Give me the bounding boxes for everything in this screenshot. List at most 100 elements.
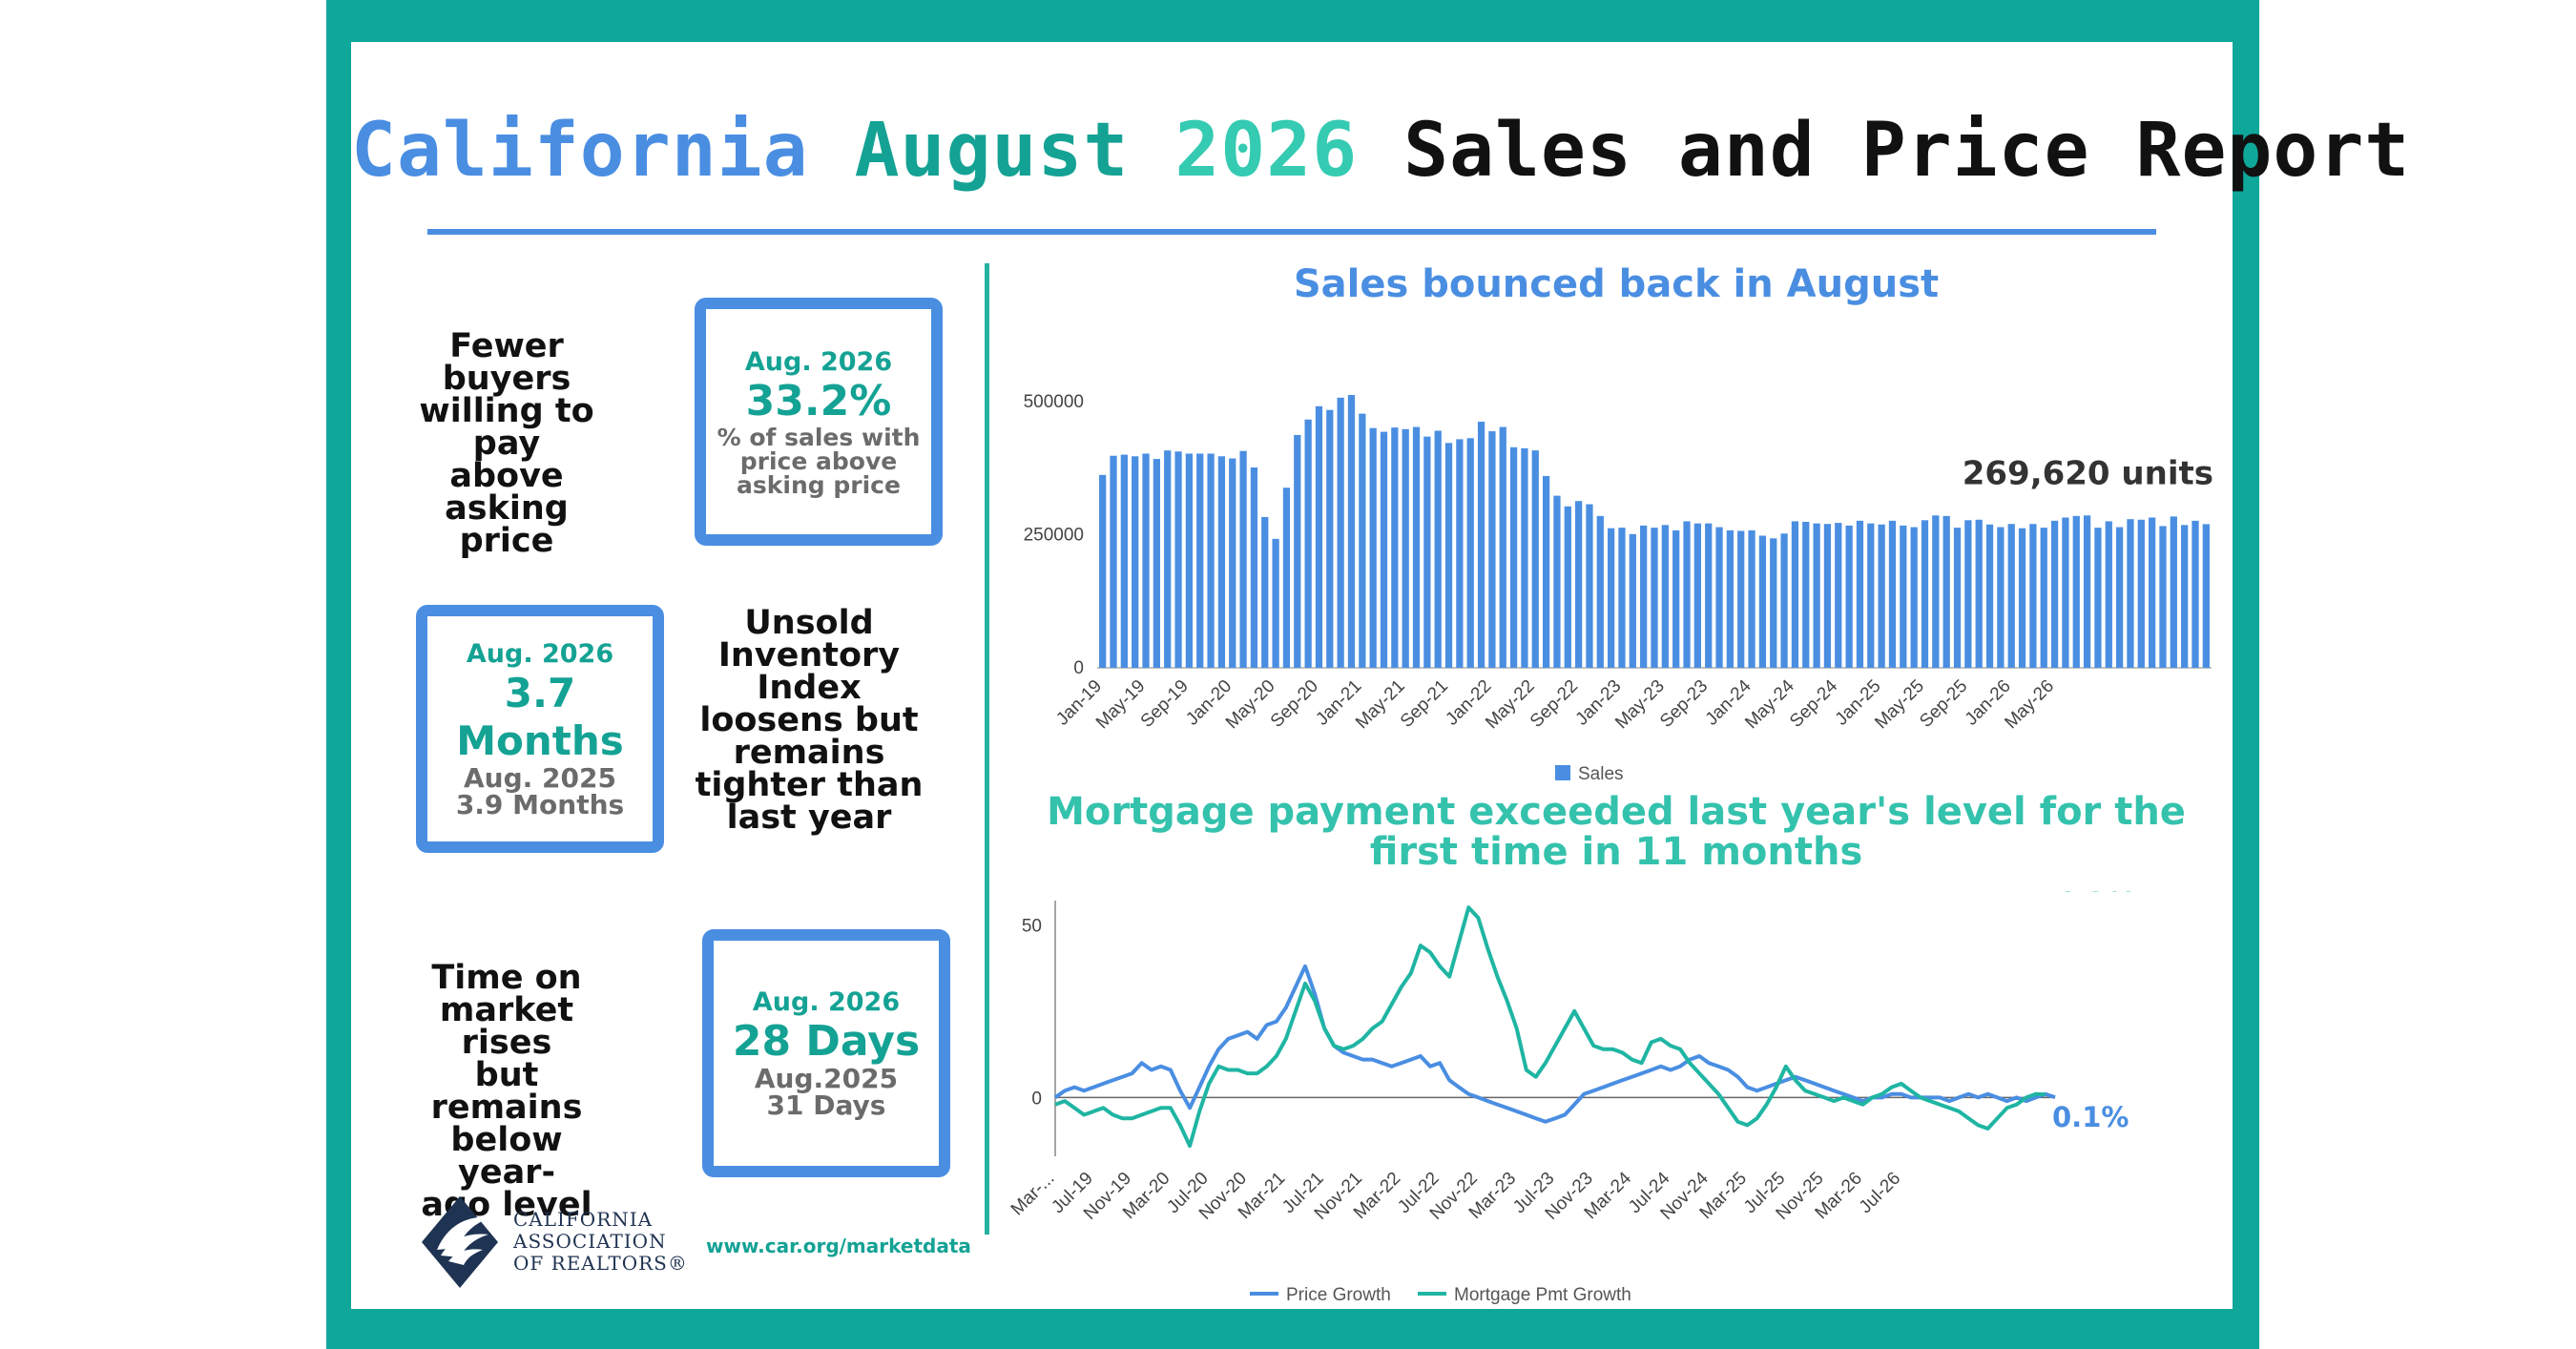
sales-bar bbox=[1672, 529, 1680, 668]
sales-bar bbox=[1509, 446, 1518, 668]
sales-bar bbox=[1294, 434, 1301, 668]
sales-bar bbox=[1564, 506, 1571, 668]
x-tick-label: May-19 bbox=[1092, 676, 1150, 734]
sales-bar bbox=[2159, 526, 2167, 668]
sales-bar bbox=[1542, 475, 1550, 668]
sales-bar bbox=[1964, 520, 1972, 668]
stat-sub: asking price bbox=[737, 470, 901, 499]
org-name: CALIFORNIA ASSOCIATION OF REALTORS® bbox=[513, 1209, 688, 1275]
sales-bar bbox=[1791, 521, 1799, 668]
sales-bar bbox=[1315, 405, 1323, 668]
org-line: CALIFORNIA bbox=[513, 1208, 654, 1231]
caption-line: Inventory bbox=[717, 636, 901, 674]
sales-bar bbox=[1878, 524, 1885, 668]
stat-sub: 3.9 Months bbox=[455, 789, 625, 820]
report-panel: California August 2026 Sales and Price R… bbox=[351, 42, 2409, 1309]
sales-bar bbox=[1856, 520, 1864, 668]
stat-sub: Aug.2025 bbox=[754, 1063, 899, 1094]
sales-bar bbox=[2105, 521, 2112, 668]
sales-chart-title: Sales bounced back in August bbox=[1293, 262, 1940, 306]
sales-bar bbox=[1282, 488, 1291, 668]
sales-bar bbox=[1488, 431, 1496, 668]
x-tick-label: Sep-25 bbox=[1916, 676, 1971, 732]
sales-bar bbox=[2192, 520, 2199, 668]
x-tick-label: Mar-... bbox=[1009, 1169, 1059, 1220]
stat-date: Aug. 2026 bbox=[466, 639, 614, 669]
stat-sub: Aug. 2025 bbox=[464, 762, 616, 794]
x-tick-label: May-24 bbox=[1741, 675, 1798, 733]
legend-label: Mortgage Pmt Growth bbox=[1454, 1285, 1631, 1305]
x-tick-label: May-23 bbox=[1611, 676, 1669, 734]
sales-bar bbox=[1596, 515, 1604, 668]
sales-bar bbox=[1217, 456, 1226, 668]
title-part-california: California bbox=[351, 108, 809, 194]
caption-line: last year bbox=[726, 799, 892, 837]
sales-bar bbox=[1120, 454, 1128, 668]
stat-sub: 31 Days bbox=[766, 1090, 886, 1121]
sales-bar bbox=[1910, 527, 1918, 668]
growth-line-chart: 050Mar-...Jul-19Nov-19Mar-20Jul-20Nov-20… bbox=[1009, 891, 2134, 1305]
sales-bar bbox=[1110, 455, 1117, 668]
sales-bar bbox=[1196, 453, 1204, 668]
sales-bar bbox=[1640, 525, 1648, 668]
y-tick-label: 0 bbox=[1073, 658, 1084, 678]
price-end-label: 0.1% bbox=[2052, 1101, 2129, 1133]
sales-bar bbox=[2181, 525, 2189, 668]
days-caption: Time on market rises but remains below y… bbox=[397, 962, 616, 1222]
legend-swatch bbox=[1555, 765, 1570, 780]
sales-bar bbox=[1369, 427, 1377, 668]
legend-label: Price Growth bbox=[1286, 1285, 1391, 1305]
car-logo-icon bbox=[422, 1196, 498, 1288]
sales-bar bbox=[2094, 528, 2102, 668]
above-asking-box: Aug. 2026 33.2% % of sales with price ab… bbox=[695, 298, 943, 546]
sales-bar bbox=[2062, 517, 2069, 668]
sales-bar bbox=[1153, 459, 1160, 668]
sales-bar bbox=[1553, 495, 1561, 668]
sales-bar bbox=[1661, 525, 1669, 668]
sales-bar bbox=[1272, 538, 1279, 668]
sales-bar bbox=[1477, 421, 1485, 668]
y-tick-label: 500000 bbox=[1024, 392, 1084, 412]
sales-bar bbox=[1326, 409, 1334, 668]
above-asking-caption: Fewer buyers willing to pay above asking… bbox=[397, 327, 616, 558]
stat-value: 33.2% bbox=[745, 376, 892, 425]
sales-bar bbox=[1813, 523, 1820, 668]
page-title: California August 2026 Sales and Price R… bbox=[351, 105, 2409, 197]
sales-bar bbox=[1726, 529, 1735, 668]
sales-bar bbox=[1402, 428, 1409, 668]
sales-bar bbox=[1391, 427, 1399, 668]
sales-bar bbox=[2007, 524, 2015, 668]
sales-bar bbox=[1888, 520, 1897, 668]
sales-bar bbox=[1229, 458, 1236, 668]
sales-bar bbox=[2083, 515, 2091, 668]
sales-bar bbox=[1261, 516, 1269, 668]
sales-bar bbox=[2127, 519, 2134, 668]
sales-bar bbox=[1099, 474, 1107, 668]
sales-bar bbox=[1985, 524, 1994, 668]
sales-annotation: 269,620 units bbox=[1963, 454, 2213, 492]
market-data-link[interactable]: www.car.org/marketdata bbox=[706, 1235, 971, 1257]
sales-bar bbox=[1132, 456, 1139, 668]
sales-bar bbox=[1521, 447, 1528, 668]
sales-bar bbox=[1693, 523, 1701, 668]
sales-bar bbox=[1337, 397, 1344, 668]
sales-bar bbox=[1531, 450, 1539, 668]
sales-bar bbox=[1715, 527, 1723, 668]
stat-sub: price above bbox=[739, 446, 898, 475]
sales-bar-chart: 0250000500000Jan-19May-19Sep-19Jan-20May… bbox=[1024, 392, 2213, 784]
x-tick-label: Sep-24 bbox=[1786, 675, 1841, 731]
caption-line: Fewer buyers bbox=[442, 327, 571, 398]
sales-bar bbox=[1359, 413, 1366, 668]
sales-bar bbox=[2072, 515, 2080, 668]
stat-date: Aug. 2026 bbox=[744, 346, 893, 377]
sales-bar bbox=[1758, 535, 1767, 668]
caption-line: below year- bbox=[450, 1121, 563, 1192]
inventory-caption: Unsold Inventory Index loosens but remai… bbox=[695, 607, 924, 837]
sales-bar bbox=[1412, 426, 1421, 668]
sales-bar bbox=[1574, 501, 1583, 668]
sales-bar bbox=[1423, 436, 1431, 668]
caption-line: Index bbox=[757, 669, 862, 707]
title-part-year: 2026 bbox=[1174, 108, 1359, 194]
sales-bar bbox=[1608, 528, 1615, 668]
column-divider bbox=[985, 263, 989, 1235]
